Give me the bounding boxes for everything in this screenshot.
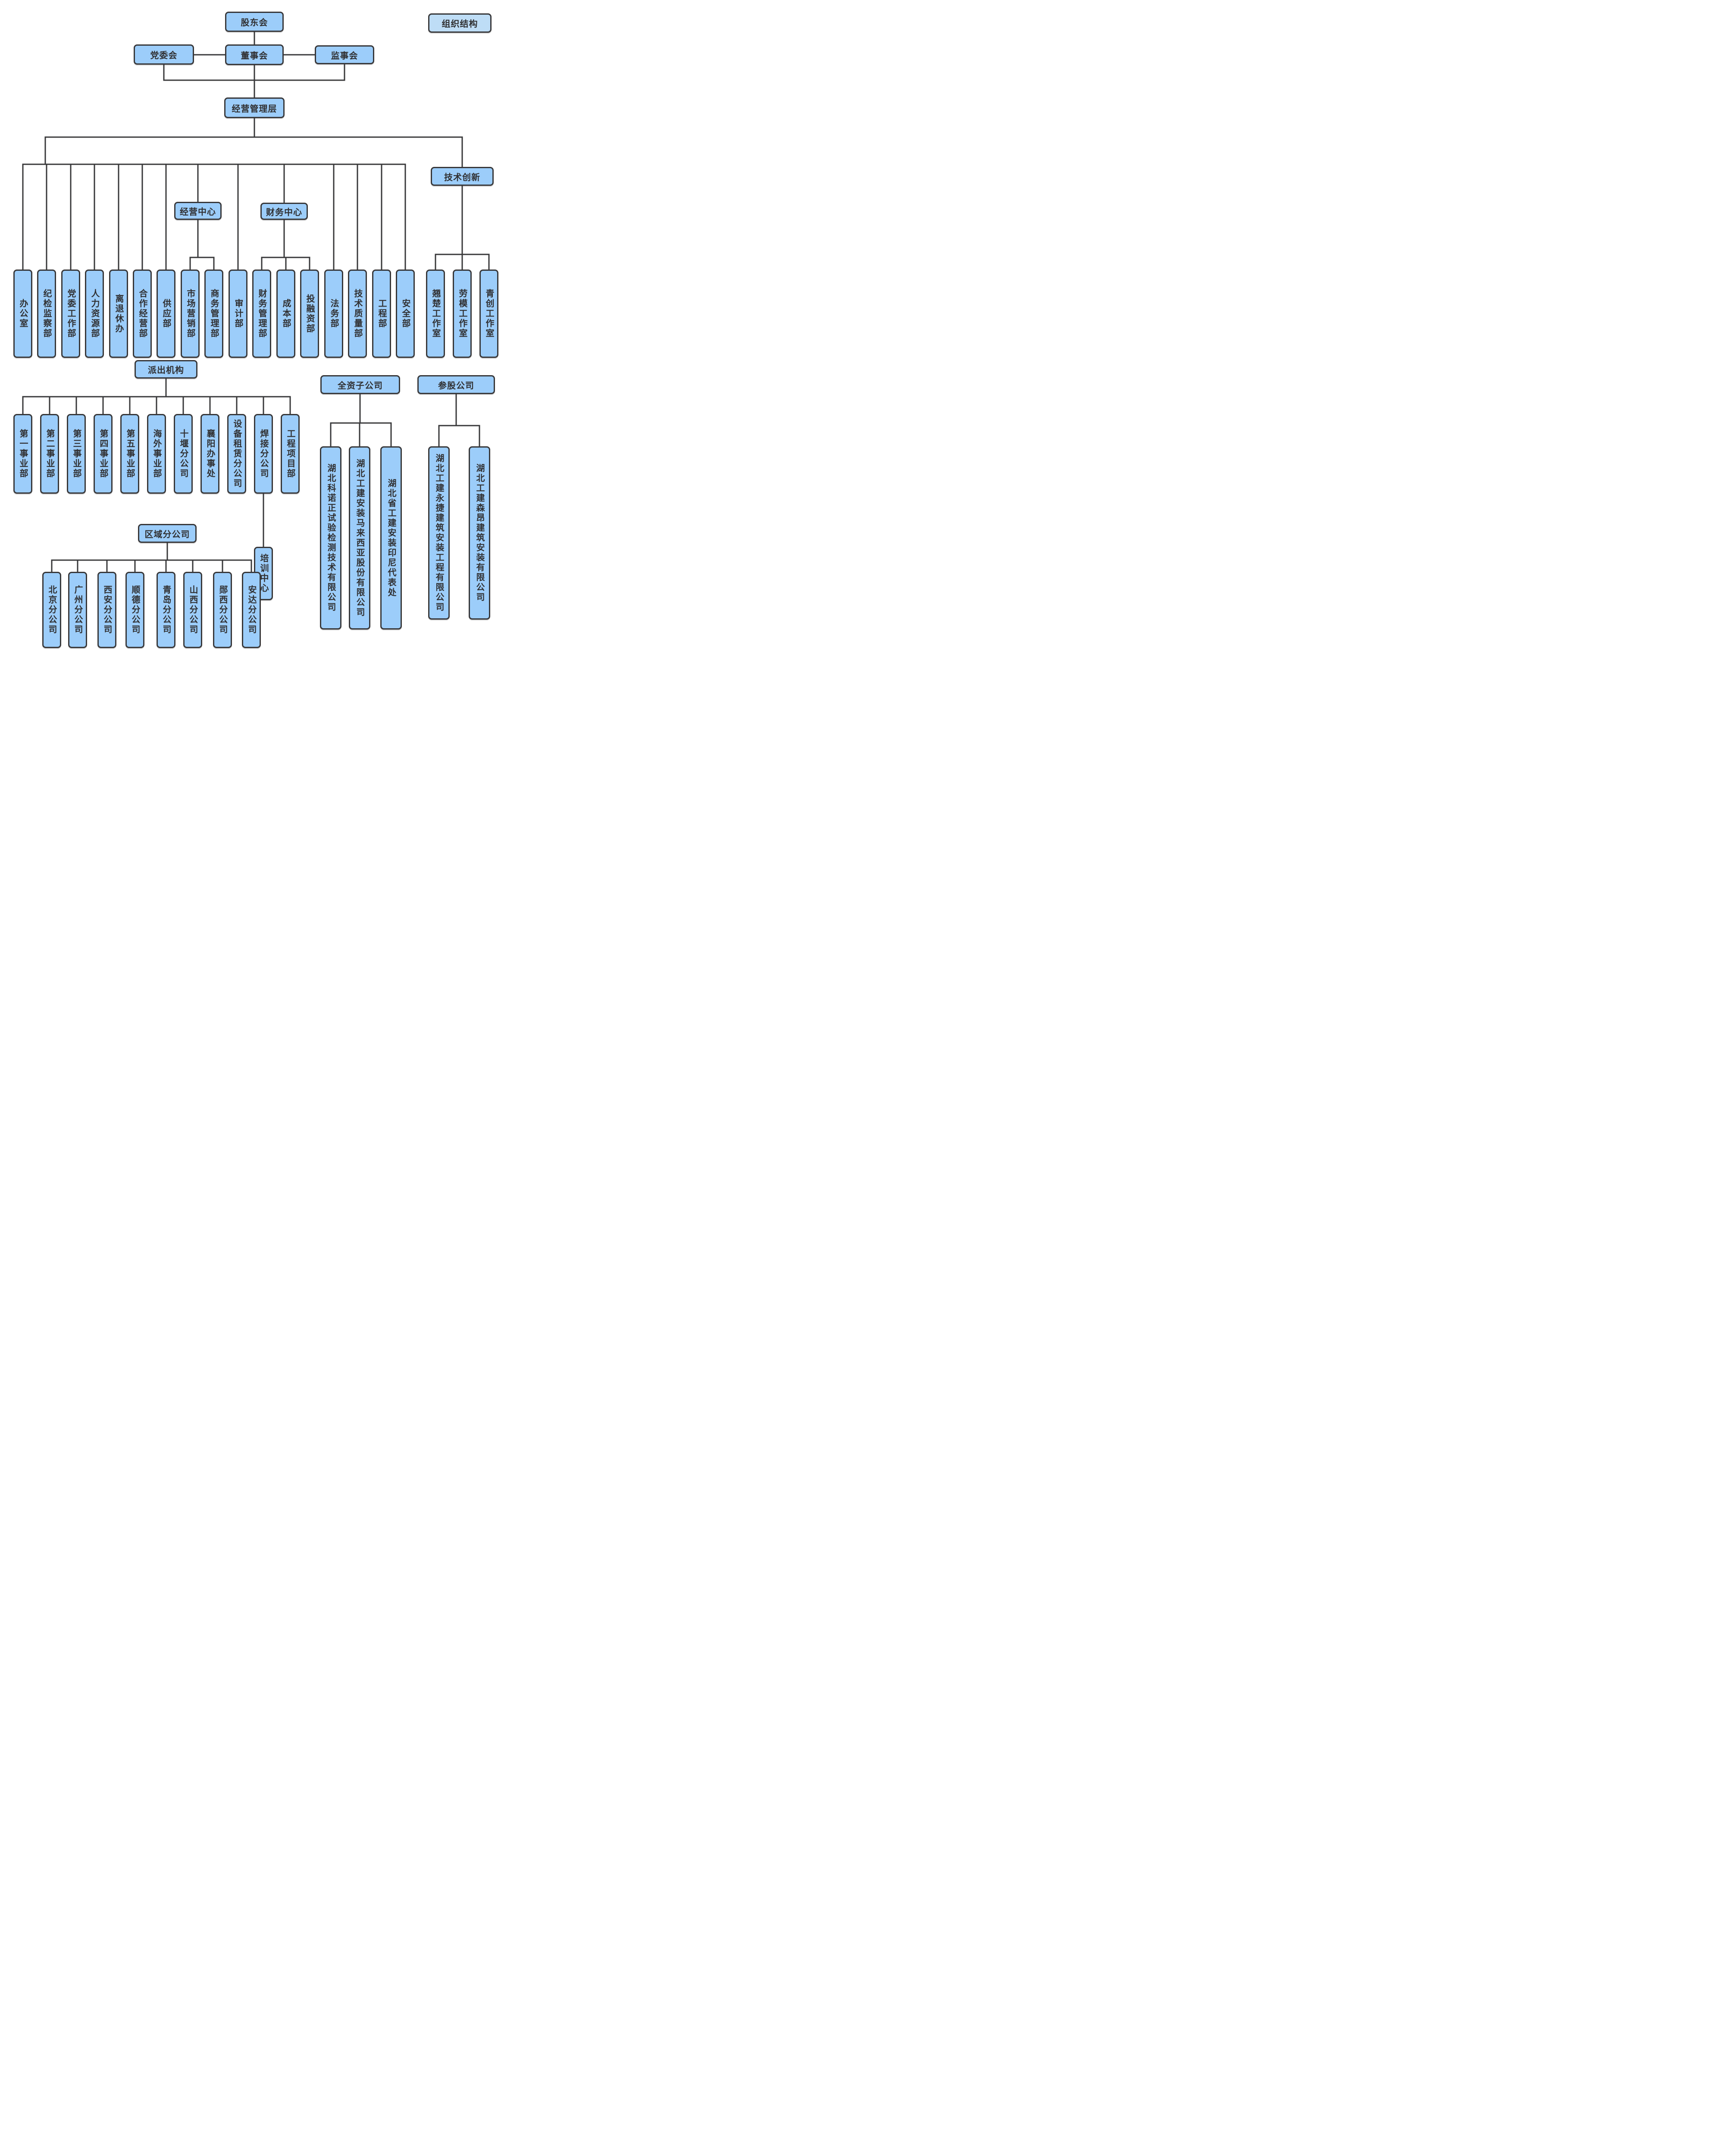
connector-lines — [22, 31, 490, 573]
node-equity-companies[interactable]: 参股公司 — [417, 375, 495, 394]
node-management-level[interactable]: 经营管理层 — [224, 97, 285, 118]
node-finance-mgmt-dept[interactable]: 财务管理部 — [252, 270, 271, 358]
node-beijing-branch[interactable]: 北京分公司 — [42, 572, 61, 648]
node-xiangyang-office[interactable]: 襄阳办事处 — [200, 414, 219, 494]
node-supervisory-board[interactable]: 监事会 — [315, 45, 374, 64]
node-business-div-5[interactable]: 第五事业部 — [120, 414, 139, 494]
node-anda-branch[interactable]: 安达分公司 — [242, 572, 261, 648]
node-discipline-inspection-dept[interactable]: 纪检监察部 — [37, 270, 56, 358]
node-regional-branches[interactable]: 区域分公司 — [138, 524, 197, 543]
node-business-div-3[interactable]: 第三事业部 — [67, 414, 86, 494]
node-yunxi-branch[interactable]: 郧西分公司 — [213, 572, 232, 648]
node-wholly-owned-subsidiaries[interactable]: 全资子公司 — [320, 375, 400, 394]
node-tech-innovation[interactable]: 技术创新 — [431, 167, 494, 186]
node-shiyan-branch[interactable]: 十堰分公司 — [174, 414, 193, 494]
node-business-div-4[interactable]: 第四事业部 — [94, 414, 113, 494]
node-yongjie-co[interactable]: 湖北工建永捷建筑安装工程有限公司 — [428, 446, 450, 620]
node-operations-center[interactable]: 经营中心 — [174, 202, 222, 220]
node-supply-dept[interactable]: 供应部 — [157, 270, 175, 358]
node-tech-quality-dept[interactable]: 技术质量部 — [348, 270, 367, 358]
node-project-dept[interactable]: 工程项目部 — [281, 414, 300, 494]
node-laomo-studio[interactable]: 劳模工作室 — [453, 270, 472, 358]
node-business-div-1[interactable]: 第一事业部 — [13, 414, 32, 494]
node-finance-center[interactable]: 财务中心 — [260, 203, 308, 220]
org-chart: 股东会党委会 董事会 监事会 组织结构经营管理层经营中心 财务中心 技术创新办公室 纪检监察… — [0, 0, 513, 657]
node-cooperation-dept[interactable]: 合作经营部 — [133, 270, 152, 358]
node-safety-dept[interactable]: 安全部 — [396, 270, 415, 358]
node-indonesia-office[interactable]: 湖北省工建安装印尼代表处 — [380, 446, 402, 630]
org-chart-nodes: 股东会党委会 董事会 监事会 组织结构经营管理层经营中心 财务中心 技术创新办公室 纪检监察… — [0, 0, 513, 657]
node-overseas-div[interactable]: 海外事业部 — [147, 414, 166, 494]
node-retirement-office[interactable]: 离退休办 — [109, 270, 128, 358]
node-equipment-leasing-branch[interactable]: 设备租赁分公司 — [227, 414, 246, 494]
node-shanxi-branch[interactable]: 山西分公司 — [183, 572, 202, 648]
node-cost-dept[interactable]: 成本部 — [276, 270, 295, 358]
node-org-structure-title[interactable]: 组织结构 — [428, 13, 492, 33]
node-investment-financing-dept[interactable]: 投融资部 — [300, 270, 319, 358]
node-xian-branch[interactable]: 西安分公司 — [97, 572, 116, 648]
node-general-office[interactable]: 办公室 — [13, 270, 32, 358]
node-qingdao-branch[interactable]: 青岛分公司 — [157, 572, 175, 648]
node-kenuozheng-testing-co[interactable]: 湖北科诺正试验检测技术有限公司 — [320, 446, 341, 630]
node-business-mgmt-dept[interactable]: 商务管理部 — [204, 270, 223, 358]
node-party-work-dept[interactable]: 党委工作部 — [61, 270, 80, 358]
node-hr-dept[interactable]: 人力资源部 — [85, 270, 104, 358]
node-engineering-dept[interactable]: 工程部 — [372, 270, 391, 358]
node-business-div-2[interactable]: 第二事业部 — [40, 414, 59, 494]
node-guangzhou-branch[interactable]: 广州分公司 — [68, 572, 87, 648]
node-shareholders-meeting[interactable]: 股东会 — [225, 12, 284, 32]
node-qingchuang-studio[interactable]: 青创工作室 — [479, 270, 498, 358]
node-malaysia-co[interactable]: 湖北工建安装马来西亚股份有限公司 — [349, 446, 370, 630]
node-welding-branch[interactable]: 焊接分公司 — [254, 414, 273, 494]
node-audit-dept[interactable]: 审计部 — [229, 270, 247, 358]
node-party-committee[interactable]: 党委会 — [134, 44, 194, 65]
node-qiaochu-studio[interactable]: 翘楚工作室 — [426, 270, 445, 358]
node-legal-dept[interactable]: 法务部 — [324, 270, 343, 358]
node-shunde-branch[interactable]: 顺德分公司 — [125, 572, 144, 648]
node-dispatched-agencies[interactable]: 派出机构 — [135, 360, 197, 379]
node-marketing-dept[interactable]: 市场营销部 — [181, 270, 200, 358]
node-senang-co[interactable]: 湖北工建森昂建筑安装有限公司 — [469, 446, 490, 620]
node-board-of-directors[interactable]: 董事会 — [225, 44, 284, 65]
